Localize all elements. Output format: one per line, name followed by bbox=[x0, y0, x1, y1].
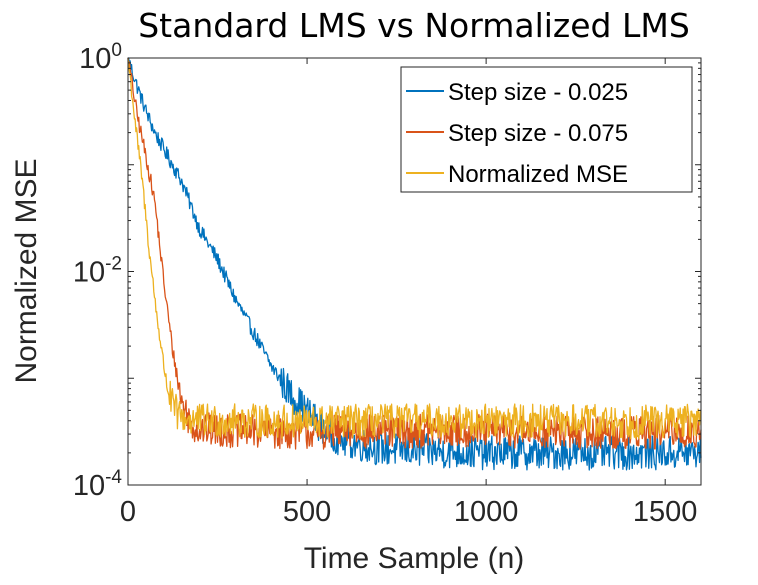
y-tick-base: 10 bbox=[73, 470, 105, 502]
y-tick-label: 100 bbox=[79, 40, 122, 75]
x-axis-ticks: 0 500 1000 1500 bbox=[120, 58, 698, 528]
legend-box bbox=[400, 66, 693, 193]
legend: Step size - 0.025 Step size - 0.075 Normal… bbox=[400, 66, 693, 193]
y-tick-label: 10-2 bbox=[73, 254, 122, 289]
chart-title: Standard LMS vs Normalized LMS bbox=[138, 6, 690, 45]
series-line-3 bbox=[127, 57, 702, 440]
y-tick-label: 10-4 bbox=[73, 467, 123, 502]
legend-label-3: Normalized MSE bbox=[448, 161, 628, 188]
y-tick-exponent: -4 bbox=[105, 467, 122, 488]
x-tick-label: 1500 bbox=[633, 496, 698, 528]
legend-label-1: Step size - 0.025 bbox=[448, 79, 628, 106]
legend-label-2: Step size - 0.075 bbox=[448, 120, 628, 147]
y-tick-exponent: -2 bbox=[105, 254, 122, 275]
series-layer bbox=[127, 57, 702, 471]
series-line-2 bbox=[127, 57, 702, 450]
series-line-1 bbox=[128, 57, 702, 471]
y-tick-base: 10 bbox=[73, 257, 105, 289]
x-tick-label: 1000 bbox=[454, 496, 519, 528]
y-axis-label: Normalized MSE bbox=[10, 158, 43, 383]
x-tick-label: 0 bbox=[120, 496, 136, 528]
x-tick-label: 500 bbox=[283, 496, 331, 528]
x-axis-label: Time Sample (n) bbox=[304, 542, 525, 575]
y-tick-base: 10 bbox=[79, 43, 111, 75]
y-tick-exponent: 0 bbox=[111, 40, 122, 61]
